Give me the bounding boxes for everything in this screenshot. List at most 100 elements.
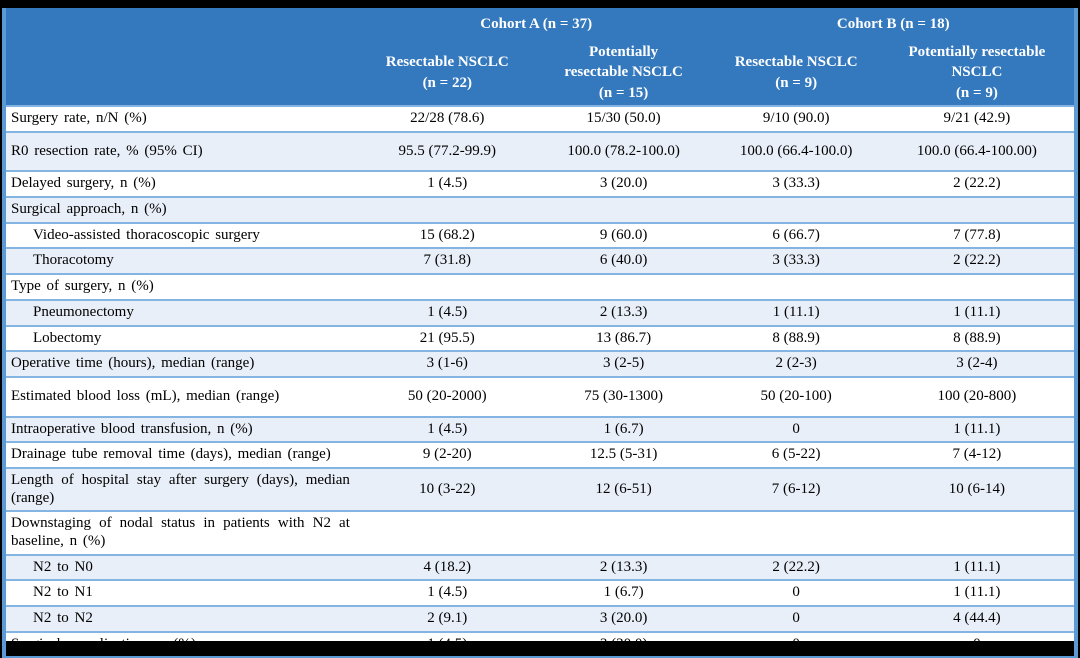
value-cell-cohort-b-potentially-resectable: 7 (4-12) bbox=[879, 441, 1076, 468]
value-cell-cohort-b-resectable bbox=[712, 196, 880, 223]
value-cell-cohort-a-potentially-resectable bbox=[534, 196, 713, 223]
value-cell-cohort-b-potentially-resectable: 4 (44.4) bbox=[879, 605, 1076, 632]
table-row: N2 to N0 4 (18.2) 2 (13.3) 2 (22.2) 1 (1… bbox=[4, 553, 1076, 581]
value-cell-cohort-b-resectable: 6 (66.7) bbox=[712, 221, 880, 249]
row-label: Thoracotomy bbox=[4, 247, 360, 275]
value-cell-cohort-a-resectable: 2 (9.1) bbox=[359, 605, 535, 632]
value-cell-cohort-a-potentially-resectable bbox=[534, 273, 713, 300]
value-cell-cohort-a-resectable: 21 (95.5) bbox=[359, 324, 535, 352]
table-row: Type of surgery, n (%) bbox=[4, 273, 1076, 300]
value-cell-cohort-a-potentially-resectable: 100.0 (78.2-100.0) bbox=[534, 130, 713, 172]
value-cell-cohort-a-potentially-resectable: 13 (86.7) bbox=[534, 324, 713, 352]
value-cell-cohort-b-potentially-resectable: 8 (88.9) bbox=[879, 324, 1076, 352]
value-cell-cohort-a-resectable: 1 (4.5) bbox=[359, 415, 535, 443]
table-row: Downstaging of nodal status in patients … bbox=[4, 510, 1076, 555]
value-cell-cohort-b-potentially-resectable: 9/21 (42.9) bbox=[879, 105, 1076, 132]
row-label: Video-assisted thoracoscopic surgery bbox=[4, 221, 360, 249]
cohort-header-row: Cohort A (n = 37) Cohort B (n = 18) bbox=[4, 8, 1076, 40]
table-row: Delayed surgery, n (%) 1 (4.5) 3 (20.0) … bbox=[4, 170, 1076, 198]
value-cell-cohort-a-resectable: 95.5 (77.2-99.9) bbox=[359, 130, 535, 172]
value-cell-cohort-b-potentially-resectable bbox=[879, 273, 1076, 300]
row-label: Drainage tube removal time (days), media… bbox=[4, 441, 360, 468]
value-cell-cohort-b-resectable bbox=[712, 273, 880, 300]
row-label: N2 to N1 bbox=[4, 579, 360, 607]
value-cell-cohort-b-potentially-resectable: 1 (11.1) bbox=[879, 415, 1076, 443]
value-cell-cohort-b-resectable: 0 bbox=[712, 415, 880, 443]
table-row: Pneumonectomy 1 (4.5) 2 (13.3) 1 (11.1) … bbox=[4, 298, 1076, 326]
table-row: Surgery rate, n/N (%) 22/28 (78.6) 15/30… bbox=[4, 105, 1076, 132]
row-label: Surgical complications, n (%) bbox=[4, 630, 360, 658]
value-cell-cohort-b-potentially-resectable: 100.0 (66.4-100.00) bbox=[879, 130, 1076, 172]
value-cell-cohort-a-resectable bbox=[359, 196, 535, 223]
column-header-potentially-resectable-b: Potentially resectable NSCLC (n = 9) bbox=[879, 40, 1076, 106]
table-frame: Cohort A (n = 37) Cohort B (n = 18) Rese… bbox=[2, 8, 1078, 658]
table-row: Surgical approach, n (%) bbox=[4, 196, 1076, 223]
value-cell-cohort-b-resectable: 100.0 (66.4-100.0) bbox=[712, 130, 880, 172]
value-cell-cohort-a-potentially-resectable: 1 (6.7) bbox=[534, 579, 713, 607]
value-cell-cohort-a-resectable: 7 (31.8) bbox=[359, 247, 535, 275]
row-label: Downstaging of nodal status in patients … bbox=[4, 510, 360, 555]
row-label: N2 to N2 bbox=[4, 605, 360, 632]
subgroup-header-row: Resectable NSCLC (n = 22) Potentially re… bbox=[4, 40, 1076, 106]
value-cell-cohort-a-resectable: 9 (2-20) bbox=[359, 441, 535, 468]
value-cell-cohort-a-resectable: 10 (3-22) bbox=[359, 466, 535, 512]
row-label: Length of hospital stay after surgery (d… bbox=[4, 466, 360, 512]
row-label: Estimated blood loss (mL), median (range… bbox=[4, 375, 360, 417]
table-row: R0 resection rate, % (95% CI) 95.5 (77.2… bbox=[4, 130, 1076, 172]
value-cell-cohort-a-potentially-resectable: 12 (6-51) bbox=[534, 466, 713, 512]
value-cell-cohort-b-resectable bbox=[712, 510, 880, 555]
value-cell-cohort-b-resectable: 9/10 (90.0) bbox=[712, 105, 880, 132]
row-label: Lobectomy bbox=[4, 324, 360, 352]
table-body: Surgery rate, n/N (%) 22/28 (78.6) 15/30… bbox=[4, 105, 1076, 658]
value-cell-cohort-b-potentially-resectable: 2 (22.2) bbox=[879, 170, 1076, 198]
value-cell-cohort-b-resectable: 2 (2-3) bbox=[712, 350, 880, 377]
row-label: Surgical approach, n (%) bbox=[4, 196, 360, 223]
value-cell-cohort-b-resectable: 0 bbox=[712, 579, 880, 607]
value-cell-cohort-b-potentially-resectable bbox=[879, 510, 1076, 555]
table-row: Intraoperative blood transfusion, n (%) … bbox=[4, 415, 1076, 443]
row-label: Delayed surgery, n (%) bbox=[4, 170, 360, 198]
row-label: Intraoperative blood transfusion, n (%) bbox=[4, 415, 360, 443]
value-cell-cohort-a-resectable: 1 (4.5) bbox=[359, 170, 535, 198]
value-cell-cohort-a-resectable: 50 (20-2000) bbox=[359, 375, 535, 417]
value-cell-cohort-a-potentially-resectable: 2 (13.3) bbox=[534, 298, 713, 326]
value-cell-cohort-b-resectable: 3 (33.3) bbox=[712, 247, 880, 275]
value-cell-cohort-b-resectable: 50 (20-100) bbox=[712, 375, 880, 417]
value-cell-cohort-b-potentially-resectable: 1 (11.1) bbox=[879, 553, 1076, 581]
value-cell-cohort-a-resectable bbox=[359, 510, 535, 555]
cohort-b-header: Cohort B (n = 18) bbox=[712, 8, 1076, 40]
column-header-potentially-resectable-a: Potentially resectable NSCLC (n = 15) bbox=[534, 40, 713, 106]
value-cell-cohort-a-potentially-resectable: 15/30 (50.0) bbox=[534, 105, 713, 132]
value-cell-cohort-a-potentially-resectable: 2 (13.3) bbox=[534, 553, 713, 581]
value-cell-cohort-b-resectable: 8 (88.9) bbox=[712, 324, 880, 352]
value-cell-cohort-a-potentially-resectable: 6 (40.0) bbox=[534, 247, 713, 275]
value-cell-cohort-a-potentially-resectable: 3 (2-5) bbox=[534, 350, 713, 377]
value-cell-cohort-a-resectable: 1 (4.5) bbox=[359, 630, 535, 658]
table-row: Surgical complications, n (%) 1 (4.5) 3 … bbox=[4, 630, 1076, 658]
value-cell-cohort-b-resectable: 2 (22.2) bbox=[712, 553, 880, 581]
cohort-a-header: Cohort A (n = 37) bbox=[359, 8, 713, 40]
value-cell-cohort-b-potentially-resectable: 1 (11.1) bbox=[879, 298, 1076, 326]
surgical-outcomes-table: Cohort A (n = 37) Cohort B (n = 18) Rese… bbox=[2, 8, 1078, 658]
table-row: Lobectomy 21 (95.5) 13 (86.7) 8 (88.9) 8… bbox=[4, 324, 1076, 352]
value-cell-cohort-a-resectable: 22/28 (78.6) bbox=[359, 105, 535, 132]
row-label: R0 resection rate, % (95% CI) bbox=[4, 130, 360, 172]
value-cell-cohort-a-potentially-resectable: 1 (6.7) bbox=[534, 415, 713, 443]
value-cell-cohort-a-potentially-resectable: 9 (60.0) bbox=[534, 221, 713, 249]
value-cell-cohort-a-potentially-resectable bbox=[534, 510, 713, 555]
value-cell-cohort-b-potentially-resectable: 3 (2-4) bbox=[879, 350, 1076, 377]
value-cell-cohort-a-resectable: 15 (68.2) bbox=[359, 221, 535, 249]
table-row: N2 to N1 1 (4.5) 1 (6.7) 0 1 (11.1) bbox=[4, 579, 1076, 607]
value-cell-cohort-b-resectable: 3 (33.3) bbox=[712, 170, 880, 198]
value-cell-cohort-b-resectable: 1 (11.1) bbox=[712, 298, 880, 326]
table-row: N2 to N2 2 (9.1) 3 (20.0) 0 4 (44.4) bbox=[4, 605, 1076, 632]
value-cell-cohort-b-potentially-resectable: 0 bbox=[879, 630, 1076, 658]
value-cell-cohort-a-resectable: 4 (18.2) bbox=[359, 553, 535, 581]
table-row: Length of hospital stay after surgery (d… bbox=[4, 466, 1076, 512]
value-cell-cohort-b-potentially-resectable: 2 (22.2) bbox=[879, 247, 1076, 275]
table-row: Video-assisted thoracoscopic surgery 15 … bbox=[4, 221, 1076, 249]
value-cell-cohort-a-potentially-resectable: 75 (30-1300) bbox=[534, 375, 713, 417]
row-label: Operative time (hours), median (range) bbox=[4, 350, 360, 377]
row-label: Surgery rate, n/N (%) bbox=[4, 105, 360, 132]
value-cell-cohort-a-resectable: 1 (4.5) bbox=[359, 298, 535, 326]
